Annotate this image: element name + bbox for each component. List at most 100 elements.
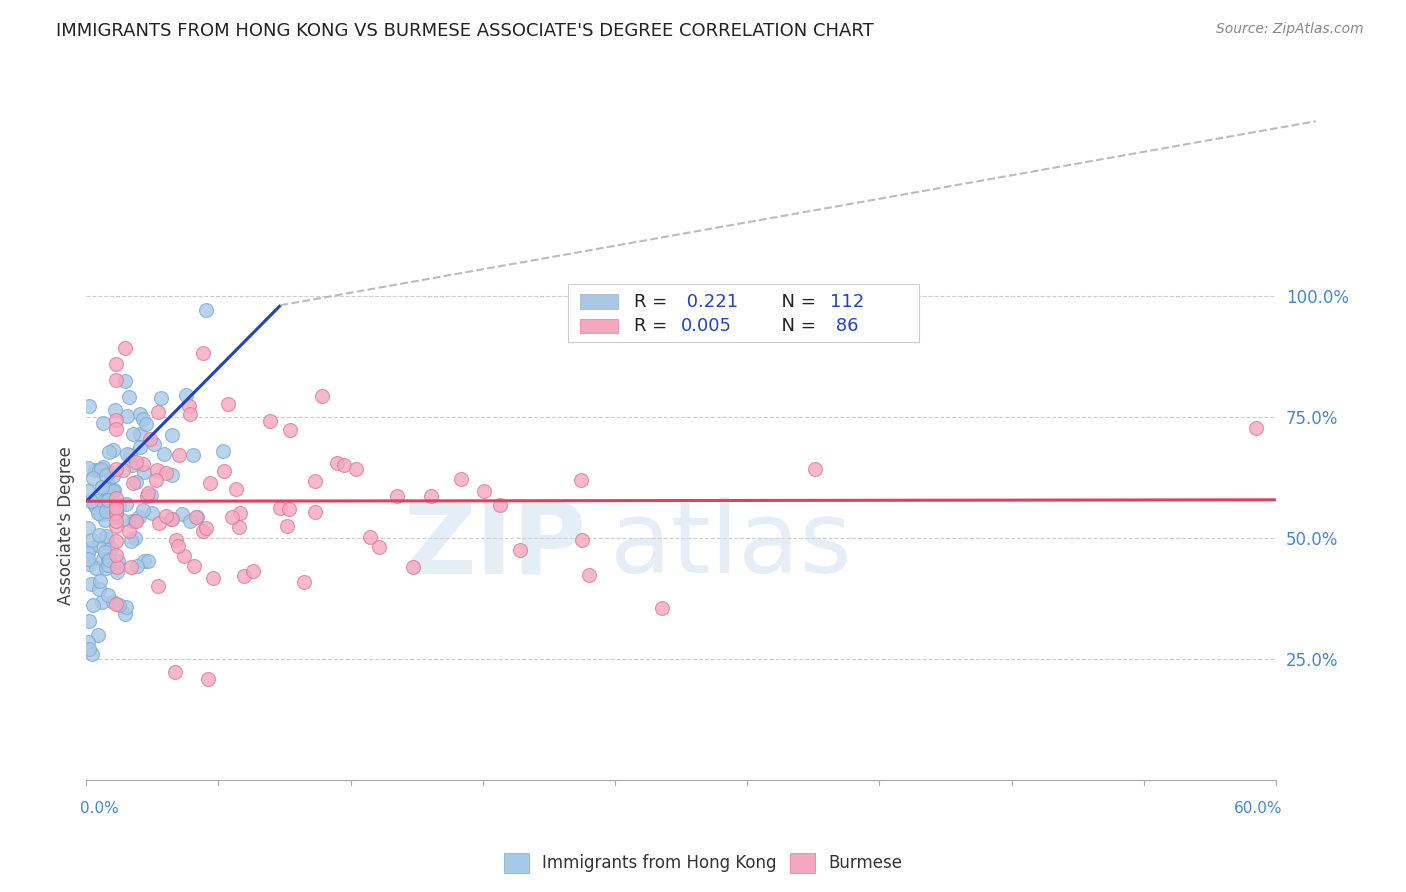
Point (124, 514, 146, 528)
Point (105, 560, 128, 574)
Point (115, 599, 138, 614)
Point (803, 461, 825, 475)
Point (232, 568, 254, 582)
Point (87, 628, 110, 642)
Point (174, 388, 197, 402)
Point (304, 505, 326, 519)
Point (105, 500, 128, 515)
Point (77, 615, 100, 629)
Point (304, 474, 326, 488)
Point (94, 513, 117, 527)
Text: IMMIGRANTS FROM HONG KONG VS BURMESE ASSOCIATE'S DEGREE CORRELATION CHART: IMMIGRANTS FROM HONG KONG VS BURMESE ASS… (56, 22, 875, 40)
Point (105, 412, 128, 426)
Text: R =: R = (634, 293, 672, 310)
Point (91, 480, 114, 494)
Point (80, 577, 103, 591)
Point (111, 513, 134, 527)
Point (101, 469, 124, 483)
Point (118, 390, 141, 404)
Point (142, 436, 165, 450)
Point (155, 508, 177, 523)
Point (138, 486, 160, 500)
Text: N =: N = (770, 317, 823, 335)
Point (1246, 421, 1268, 435)
Point (194, 520, 217, 534)
Point (103, 483, 125, 498)
Point (387, 489, 409, 503)
Point (136, 489, 159, 503)
Point (242, 564, 264, 578)
Point (160, 512, 183, 526)
Point (165, 665, 187, 679)
Point (114, 607, 136, 622)
Point (179, 407, 201, 421)
Point (211, 443, 233, 458)
Point (134, 465, 156, 479)
Point (82, 471, 104, 485)
Point (228, 506, 250, 520)
Point (89, 463, 111, 477)
Point (89, 582, 111, 596)
Legend: Immigrants from Hong Kong, Burmese: Immigrants from Hong Kong, Burmese (498, 847, 908, 880)
Point (509, 542, 531, 557)
Point (96, 589, 118, 603)
Point (121, 514, 143, 528)
Point (141, 488, 163, 502)
Text: ZIP: ZIP (404, 498, 586, 594)
Point (105, 421, 128, 435)
Point (186, 509, 208, 524)
Point (105, 534, 128, 549)
Point (129, 427, 152, 442)
Point (132, 554, 155, 568)
Point (105, 518, 128, 533)
Point (77, 546, 100, 560)
Text: R =: R = (634, 317, 672, 335)
Point (105, 597, 128, 611)
Text: 0.005: 0.005 (681, 317, 733, 335)
Point (77, 635, 100, 649)
Point (114, 497, 136, 511)
Point (87, 506, 110, 520)
Point (105, 357, 128, 371)
Text: 86: 86 (830, 317, 859, 335)
Point (146, 405, 169, 419)
Point (91, 552, 114, 566)
Point (115, 409, 138, 423)
Point (105, 506, 128, 520)
Point (179, 514, 201, 528)
Text: N =: N = (770, 293, 823, 310)
Point (120, 448, 142, 462)
Point (108, 598, 131, 612)
Text: 60.0%: 60.0% (1233, 801, 1282, 816)
Point (83, 463, 105, 477)
Point (77, 461, 100, 475)
Point (401, 559, 423, 574)
Point (132, 457, 155, 471)
Point (148, 578, 170, 592)
Point (132, 503, 155, 517)
Point (136, 554, 159, 568)
Point (128, 510, 150, 524)
Point (277, 502, 299, 516)
Point (200, 476, 222, 491)
Point (80, 647, 103, 661)
Point (105, 491, 128, 506)
Point (160, 512, 183, 526)
Point (488, 498, 510, 512)
Point (419, 489, 441, 503)
Point (124, 454, 146, 468)
Point (191, 524, 214, 538)
Point (98, 498, 121, 512)
Point (121, 426, 143, 441)
Point (160, 428, 183, 442)
Point (124, 531, 146, 545)
Point (120, 533, 142, 548)
Point (100, 485, 122, 500)
Point (122, 476, 145, 491)
Point (228, 519, 250, 533)
Point (127, 559, 149, 574)
Point (97, 465, 120, 479)
Point (217, 397, 239, 411)
Point (105, 548, 128, 562)
Point (450, 472, 472, 486)
